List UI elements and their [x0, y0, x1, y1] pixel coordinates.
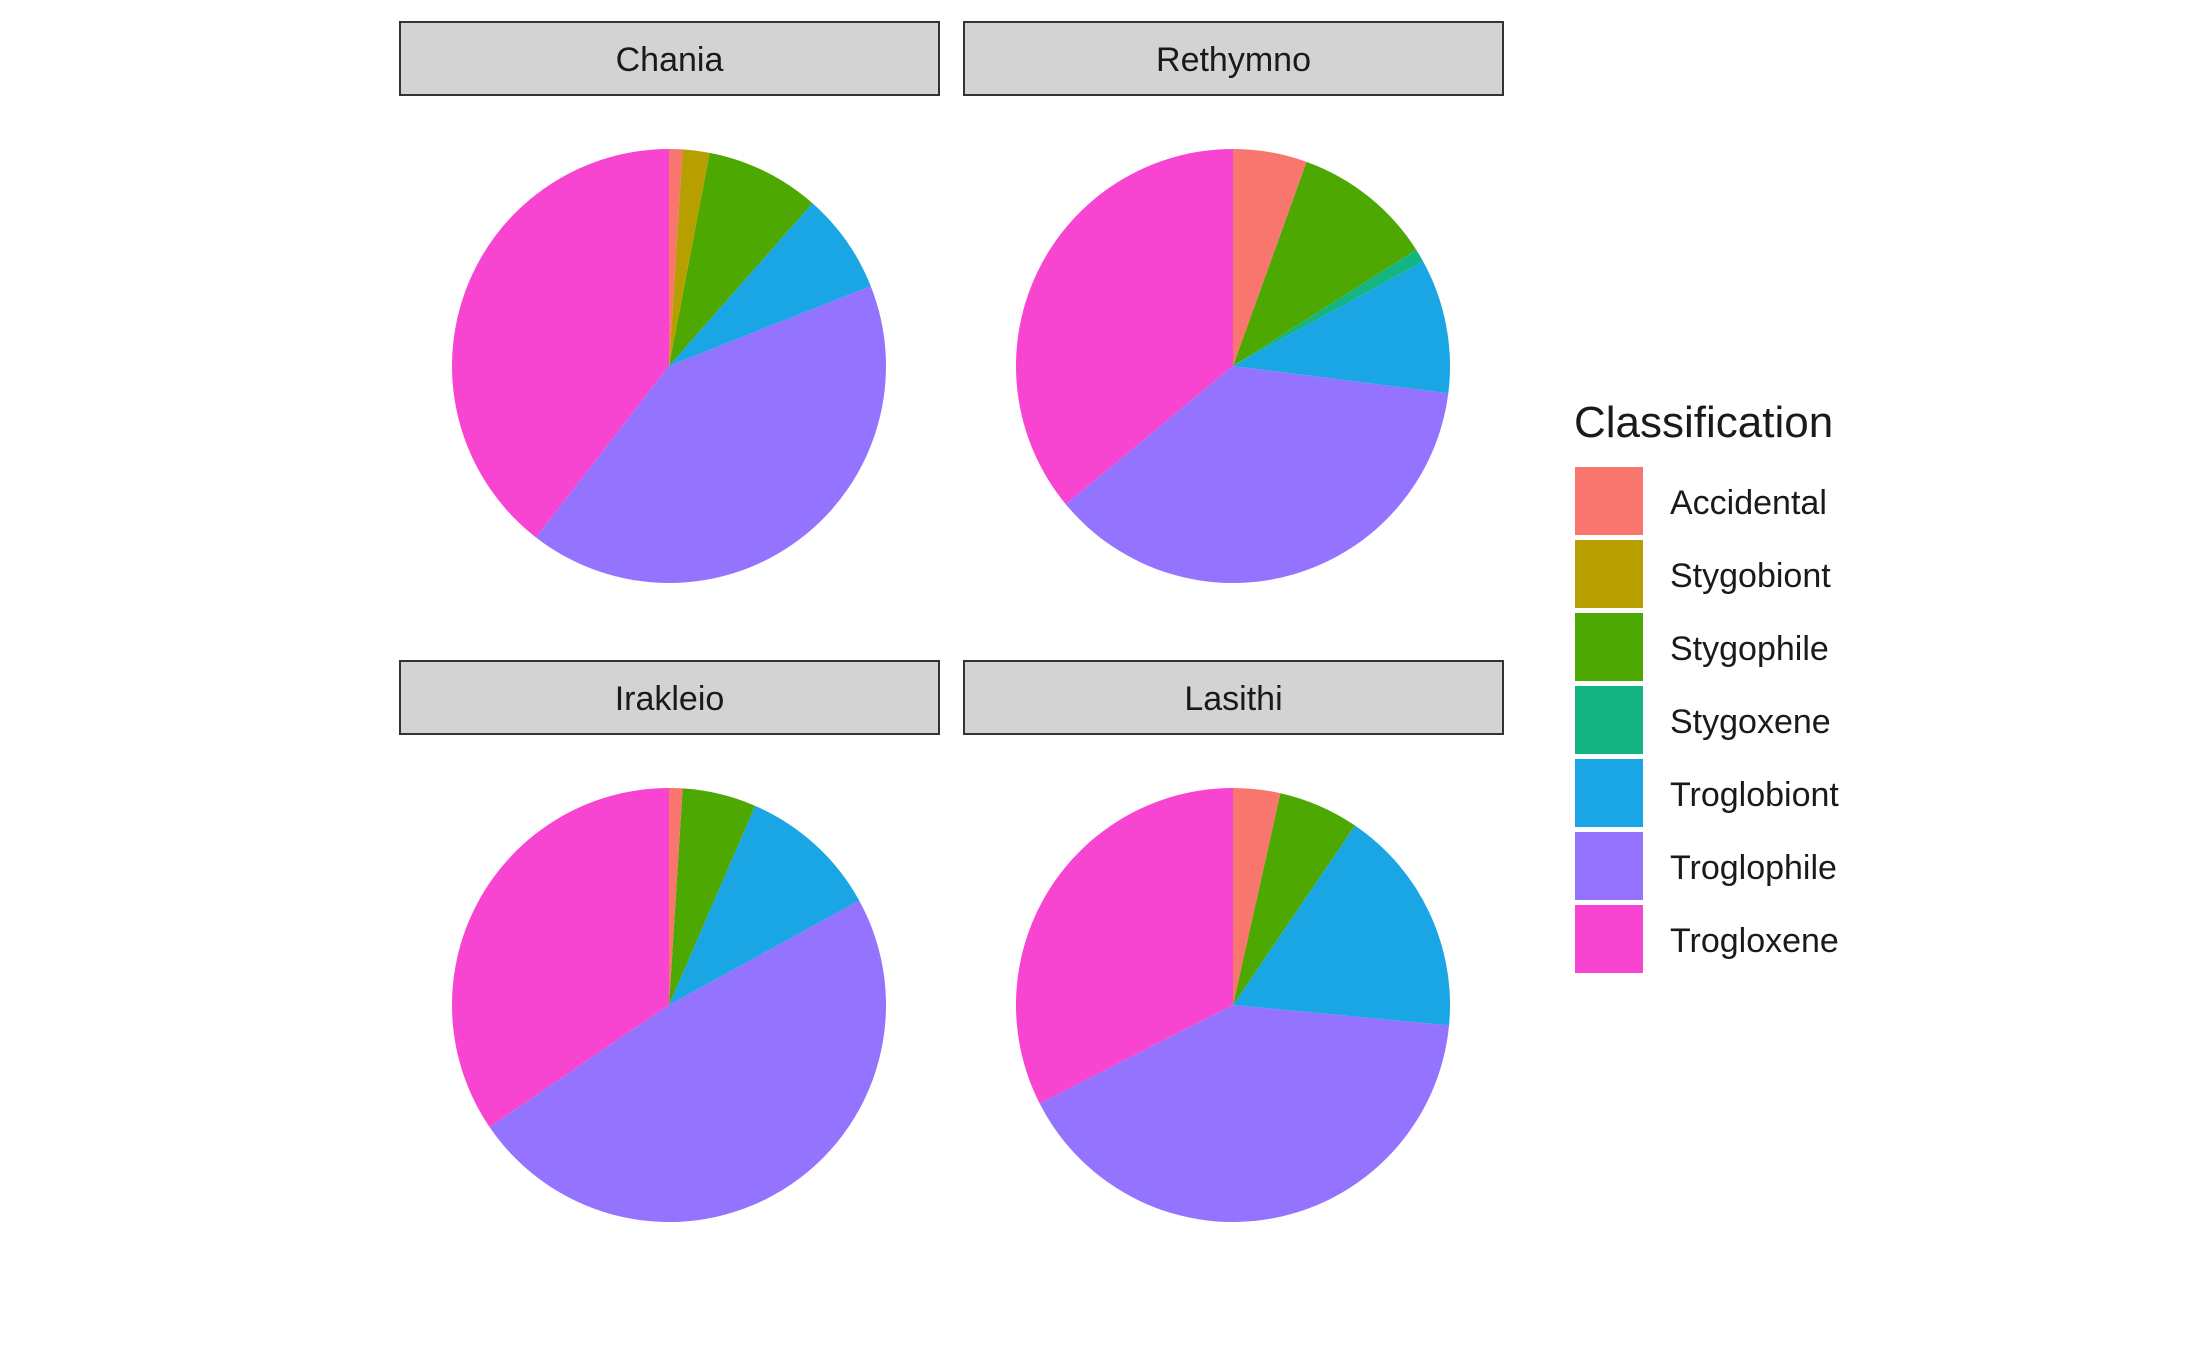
- pie-slice-stygophile: [1233, 793, 1355, 1005]
- pie-slice-troglophile: [489, 900, 887, 1223]
- legend-label-stygobiont: Stygobiont: [1670, 557, 1831, 595]
- facet-irakleio: Irakleio: [399, 660, 940, 1223]
- legend-key-stygophile: [1575, 613, 1643, 681]
- pie-slice-stygoxene: [1233, 249, 1424, 366]
- pie-slice-troglophile: [1065, 366, 1449, 583]
- pie-irakleio: [451, 788, 887, 1223]
- legend-label-stygoxene: Stygoxene: [1670, 703, 1831, 741]
- pie-slice-accidental: [669, 149, 683, 366]
- facet-strip: [963, 660, 1504, 735]
- pie-slice-troglophile: [536, 286, 886, 583]
- facet-strip-label: Chania: [616, 41, 724, 79]
- legend-title: Classification: [1574, 398, 1833, 447]
- legend-key-troglobiont: [1575, 759, 1643, 827]
- pie-slice-stygobiont: [669, 149, 710, 366]
- pie-rethymno: [1016, 149, 1451, 583]
- pie-slice-troglobiont: [669, 203, 871, 366]
- pie-slice-troglobiont: [1233, 825, 1451, 1026]
- facet-strip-label: Lasithi: [1184, 680, 1282, 718]
- pie-slice-stygophile: [669, 788, 756, 1005]
- legend-key-troglophile: [1575, 832, 1643, 900]
- facet-strip: [399, 21, 940, 96]
- pie-slice-accidental: [669, 788, 683, 1005]
- pie-slice-trogloxene: [1016, 149, 1233, 505]
- facet-lasithi: Lasithi: [963, 660, 1504, 1223]
- pie-slice-accidental: [1233, 149, 1307, 366]
- pie-chania: [452, 149, 886, 583]
- facet-strip-label: Rethymno: [1156, 41, 1311, 79]
- legend-label-troglobiont: Troglobiont: [1670, 776, 1839, 814]
- legend-label-troglophile: Troglophile: [1670, 849, 1837, 887]
- legend-label-accidental: Accidental: [1670, 484, 1827, 522]
- pie-slice-trogloxene: [452, 149, 669, 538]
- legend-key-stygobiont: [1575, 540, 1643, 608]
- facet-strip-label: Irakleio: [615, 680, 725, 718]
- legend-label-stygophile: Stygophile: [1670, 630, 1829, 668]
- legend-label-trogloxene: Trogloxene: [1670, 922, 1839, 960]
- legend: Classification Accidental Stygobiont Sty…: [1574, 398, 1839, 973]
- legend-key-accidental: [1575, 467, 1643, 535]
- pie-slice-troglobiont: [1233, 261, 1451, 394]
- pie-slice-trogloxene: [1015, 788, 1233, 1104]
- legend-key-trogloxene: [1575, 905, 1643, 973]
- legend-key-stygoxene: [1575, 686, 1643, 754]
- facet-strip: [399, 660, 940, 735]
- pie-slice-troglobiont: [669, 805, 860, 1005]
- pie-slice-stygophile: [669, 152, 813, 366]
- facet-chania: Chania: [399, 21, 940, 583]
- pie-lasithi: [1015, 788, 1451, 1223]
- pie-slice-stygophile: [1233, 161, 1417, 366]
- pie-slice-accidental: [1233, 788, 1281, 1005]
- pie-slice-troglophile: [1039, 1005, 1450, 1223]
- facet-strip: [963, 21, 1504, 96]
- pie-slice-trogloxene: [451, 788, 669, 1127]
- facet-rethymno: Rethymno: [963, 21, 1504, 583]
